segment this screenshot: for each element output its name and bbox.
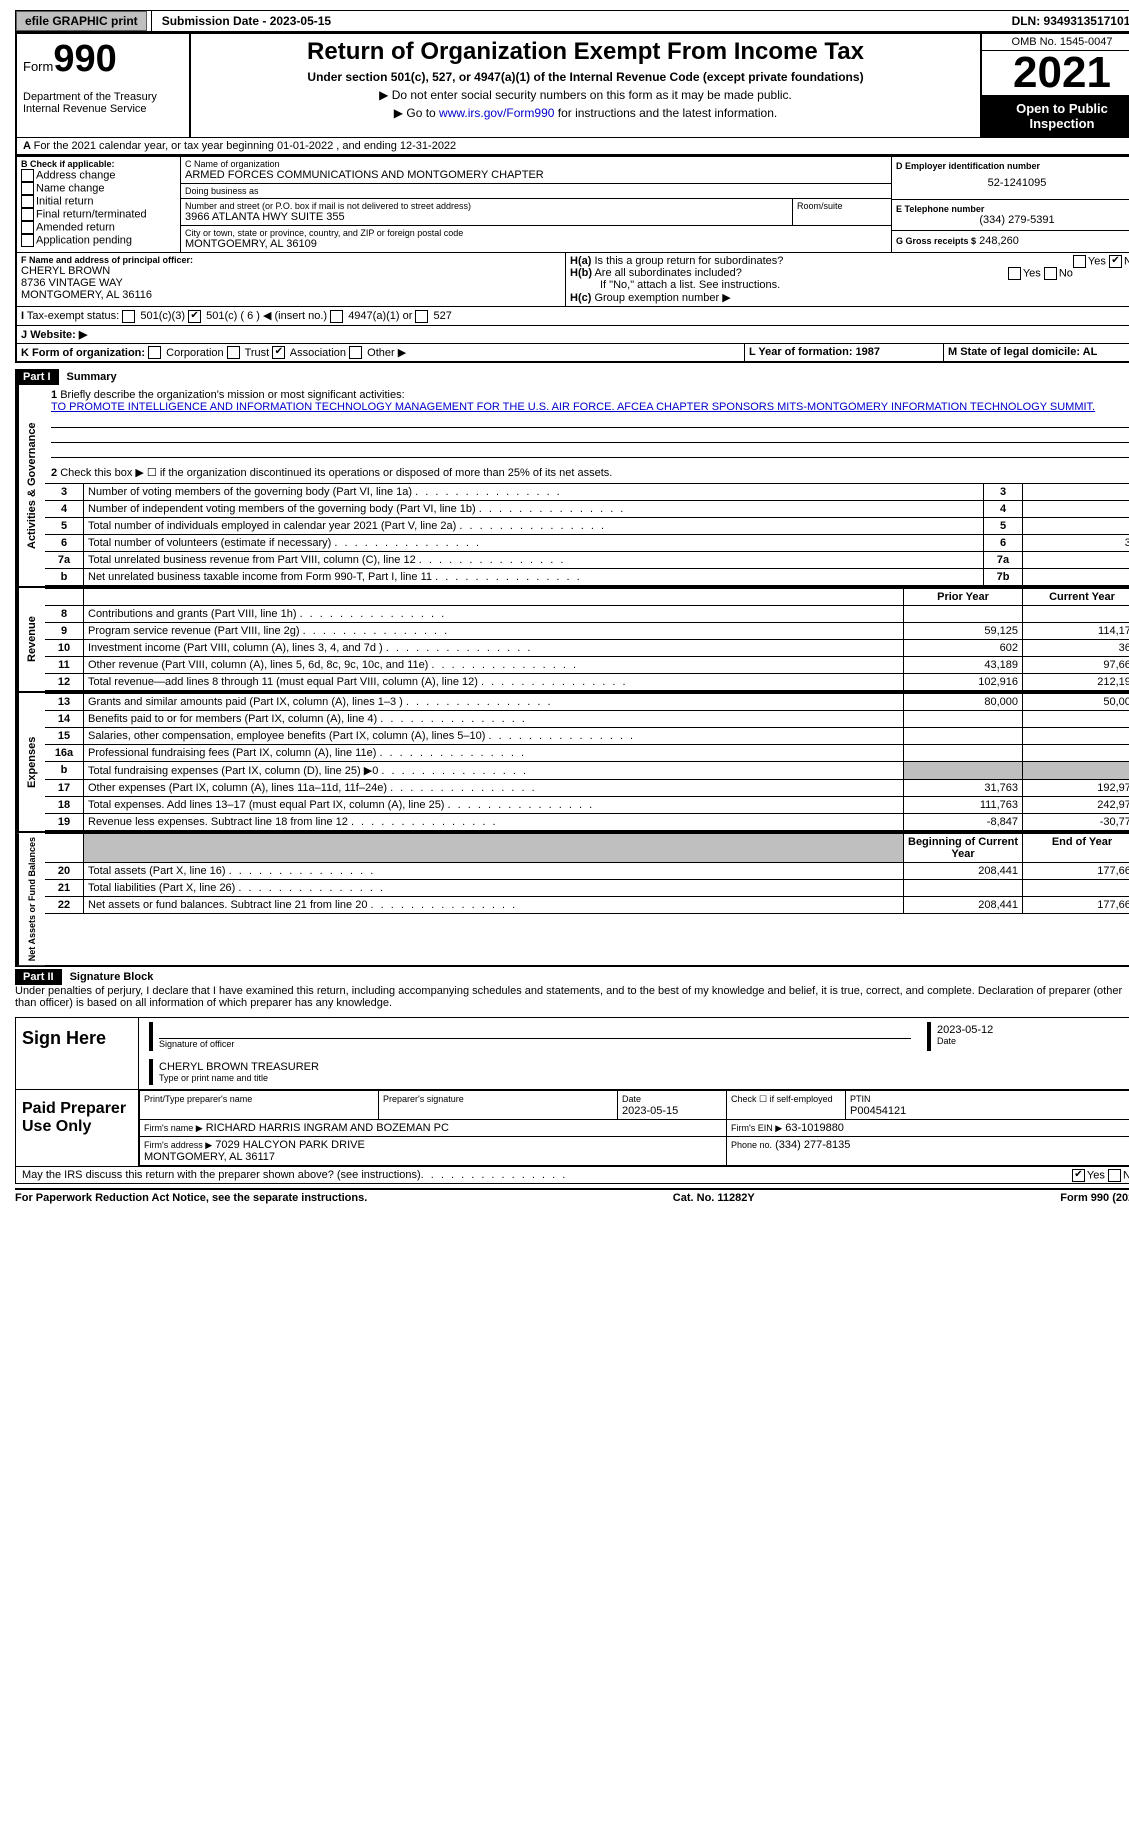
year-formation: L Year of formation: 1987 [745, 344, 944, 362]
h-c: H(c) Group exemption number ▶ [570, 291, 1129, 304]
form-title: Return of Organization Exempt From Incom… [197, 38, 974, 66]
sig-date: 2023-05-12 [937, 1024, 1129, 1036]
department: Department of the Treasury Internal Reve… [23, 91, 183, 115]
footer-left: For Paperwork Reduction Act Notice, see … [15, 1192, 367, 1204]
tax-year: 2021 [982, 51, 1129, 95]
sign-here-label: Sign Here [16, 1018, 139, 1089]
check-amended-return[interactable]: Amended return [21, 221, 176, 234]
gross-receipts: 248,260 [979, 235, 1019, 247]
org-name: ARMED FORCES COMMUNICATIONS AND MONTGOME… [185, 169, 887, 181]
check-name-change[interactable]: Name change [21, 182, 176, 195]
irs-link[interactable]: www.irs.gov/Form990 [439, 106, 554, 120]
city-label: City or town, state or province, country… [185, 228, 887, 238]
mission-label: Briefly describe the organization's miss… [60, 389, 404, 401]
h-a: H(a) Is this a group return for subordin… [570, 255, 1129, 267]
part2-title: Signature Block [62, 971, 154, 983]
address: 3966 ATLANTA HWY SUITE 355 [185, 211, 788, 223]
sig-officer-label: Signature of officer [159, 1039, 911, 1049]
part1-header: Part I [15, 369, 59, 385]
top-bar: efile GRAPHIC print Submission Date - 20… [15, 10, 1129, 32]
line-2: 2 Check this box ▶ ☐ if the organization… [45, 462, 1129, 483]
dba-label: Doing business as [185, 186, 887, 196]
tab-revenue: Revenue [17, 588, 45, 691]
part1-title: Summary [59, 371, 117, 383]
phone: (334) 279-5391 [896, 214, 1129, 226]
address-label: Number and street (or P.O. box if mail i… [185, 201, 788, 211]
ssn-warning: ▶ Do not enter social security numbers o… [197, 88, 974, 102]
section-a: A For the 2021 calendar year, or tax yea… [15, 137, 1129, 156]
h-b-note: If "No," attach a list. See instructions… [570, 279, 1129, 291]
footer-right: Form 990 (2021) [1060, 1192, 1129, 1204]
form-of-organization: K Form of organization: Corporation Trus… [17, 344, 745, 362]
paid-preparer-label: Paid Preparer Use Only [16, 1090, 139, 1166]
officer-addr1: 8736 VINTAGE WAY [21, 277, 561, 289]
discuss-with-preparer: May the IRS discuss this return with the… [15, 1167, 1129, 1184]
website: J Website: ▶ [17, 326, 1129, 343]
gross-receipts-label: G Gross receipts $ [896, 236, 976, 246]
check-final-return[interactable]: Final return/terminated [21, 208, 176, 221]
officer-label: F Name and address of principal officer: [21, 255, 561, 265]
tab-expenses: Expenses [17, 693, 45, 831]
submission-date: Submission Date - 2023-05-15 [156, 14, 337, 28]
phone-label: E Telephone number [896, 204, 1129, 214]
section-b-label: B Check if applicable: [21, 159, 176, 169]
mission-text: TO PROMOTE INTELLIGENCE AND INFORMATION … [51, 401, 1095, 413]
sig-name: CHERYL BROWN TREASURER [159, 1061, 1129, 1073]
city: MONTGOEMRY, AL 36109 [185, 238, 887, 250]
declaration: Under penalties of perjury, I declare th… [15, 985, 1129, 1009]
tab-net-assets: Net Assets or Fund Balances [17, 833, 45, 965]
state-domicile: M State of legal domicile: AL [944, 344, 1129, 362]
instructions-link-line: ▶ Go to www.irs.gov/Form990 for instruct… [197, 106, 974, 120]
footer-mid: Cat. No. 11282Y [673, 1192, 755, 1204]
sig-date-label: Date [937, 1036, 1129, 1046]
ein: 52-1241095 [896, 171, 1129, 195]
officer-name: CHERYL BROWN [21, 265, 561, 277]
sig-name-label: Type or print name and title [159, 1073, 1129, 1083]
tax-exempt-status: I Tax-exempt status: 501(c)(3) 501(c) ( … [17, 307, 1129, 325]
open-to-public: Open to Public Inspection [982, 95, 1129, 137]
officer-addr2: MONTGOMERY, AL 36116 [21, 289, 561, 301]
h-b: H(b) Are all subordinates included? Yes … [570, 267, 1129, 279]
ein-label: D Employer identification number [896, 161, 1129, 171]
part2-header: Part II [15, 969, 62, 985]
check-address-change[interactable]: Address change [21, 169, 176, 182]
form-number: Form990 [23, 38, 183, 81]
dln: DLN: 93493135171013 [1006, 14, 1129, 28]
check-initial-return[interactable]: Initial return [21, 195, 176, 208]
form-subtitle: Under section 501(c), 527, or 4947(a)(1)… [197, 70, 974, 84]
room-label: Room/suite [797, 201, 887, 211]
tab-activities: Activities & Governance [17, 385, 45, 586]
org-name-label: C Name of organization [185, 159, 887, 169]
check-application-pending[interactable]: Application pending [21, 234, 176, 247]
efile-print-button[interactable]: efile GRAPHIC print [16, 11, 147, 31]
